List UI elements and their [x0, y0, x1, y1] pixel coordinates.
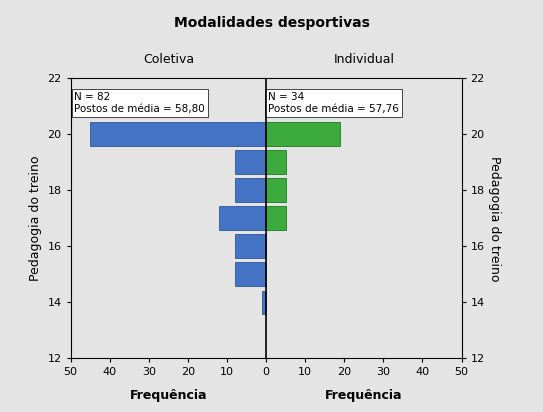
Text: Individual: Individual [333, 53, 394, 66]
Y-axis label: Pedagogia do treino: Pedagogia do treino [29, 156, 42, 281]
Bar [266, 150, 286, 174]
Text: Frequência: Frequência [130, 389, 207, 402]
Bar [266, 178, 286, 202]
Y-axis label: Pedagogia do treino: Pedagogia do treino [489, 156, 502, 281]
Bar [90, 122, 266, 146]
Bar [219, 206, 266, 230]
Text: N = 34
Postos de média = 57,76: N = 34 Postos de média = 57,76 [268, 92, 399, 114]
Text: Coletiva: Coletiva [143, 53, 194, 66]
Bar [266, 122, 340, 146]
Text: Frequência: Frequência [325, 389, 402, 402]
Bar [262, 290, 266, 314]
Bar [266, 206, 286, 230]
Text: Modalidades desportivas: Modalidades desportivas [174, 16, 369, 30]
Text: N = 82
Postos de média = 58,80: N = 82 Postos de média = 58,80 [74, 92, 205, 114]
Bar [235, 234, 266, 258]
Bar [235, 262, 266, 286]
Bar [235, 178, 266, 202]
Bar [235, 150, 266, 174]
